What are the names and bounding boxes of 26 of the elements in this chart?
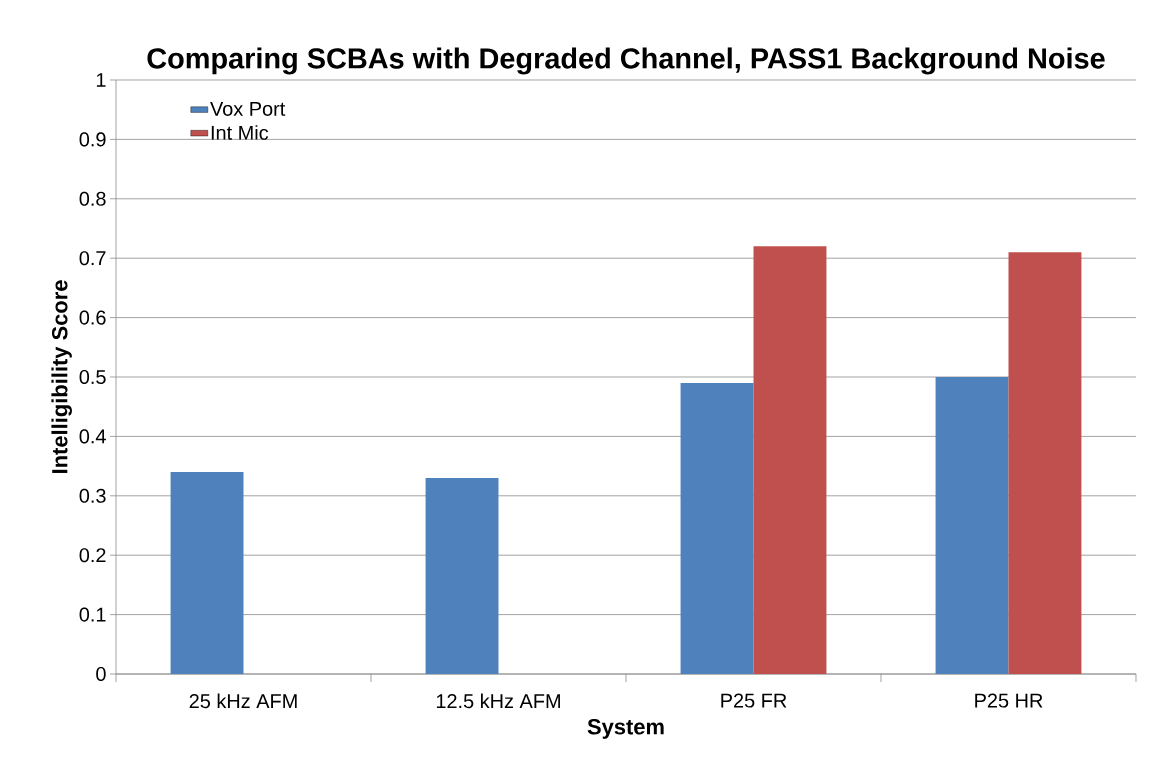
y-tick-label: 0.2	[79, 548, 106, 563]
y-tick-label: 0.3	[79, 488, 106, 503]
y-tick-label: 1	[96, 73, 106, 87]
x-axis-title: System	[587, 718, 664, 739]
y-tick-label: 0.1	[79, 607, 106, 622]
x-tick-label: 25 kHz AFM	[189, 693, 297, 709]
y-tick-label: 0.7	[79, 251, 106, 266]
y-tick-label: 0	[96, 666, 106, 682]
y-tick-label: 0.6	[79, 310, 106, 325]
chart-title: Comparing SCBAs with Degraded Channel, PASS1 Background Noise	[147, 47, 1105, 75]
y-tick-label: 0.9	[79, 132, 106, 147]
x-tick-label: P25 FR	[721, 693, 787, 708]
x-tick-label: P25 HR	[975, 693, 1043, 708]
y-tick-label: 0.4	[79, 429, 106, 444]
bar	[170, 472, 244, 674]
bar	[1008, 252, 1082, 674]
y-tick-label: 0.5	[79, 369, 106, 385]
bar	[935, 377, 1009, 674]
y-tick-label: 0.8	[79, 191, 106, 206]
y-axis-title: Intelligibility Score	[51, 280, 72, 473]
bar	[680, 382, 754, 674]
x-tick-label: 12.5 kHz AFM	[436, 693, 560, 709]
bar	[425, 477, 499, 674]
legend-label: Vox Port	[210, 102, 286, 116]
legend-label: Int Mic	[211, 125, 269, 140]
bar	[753, 246, 827, 674]
